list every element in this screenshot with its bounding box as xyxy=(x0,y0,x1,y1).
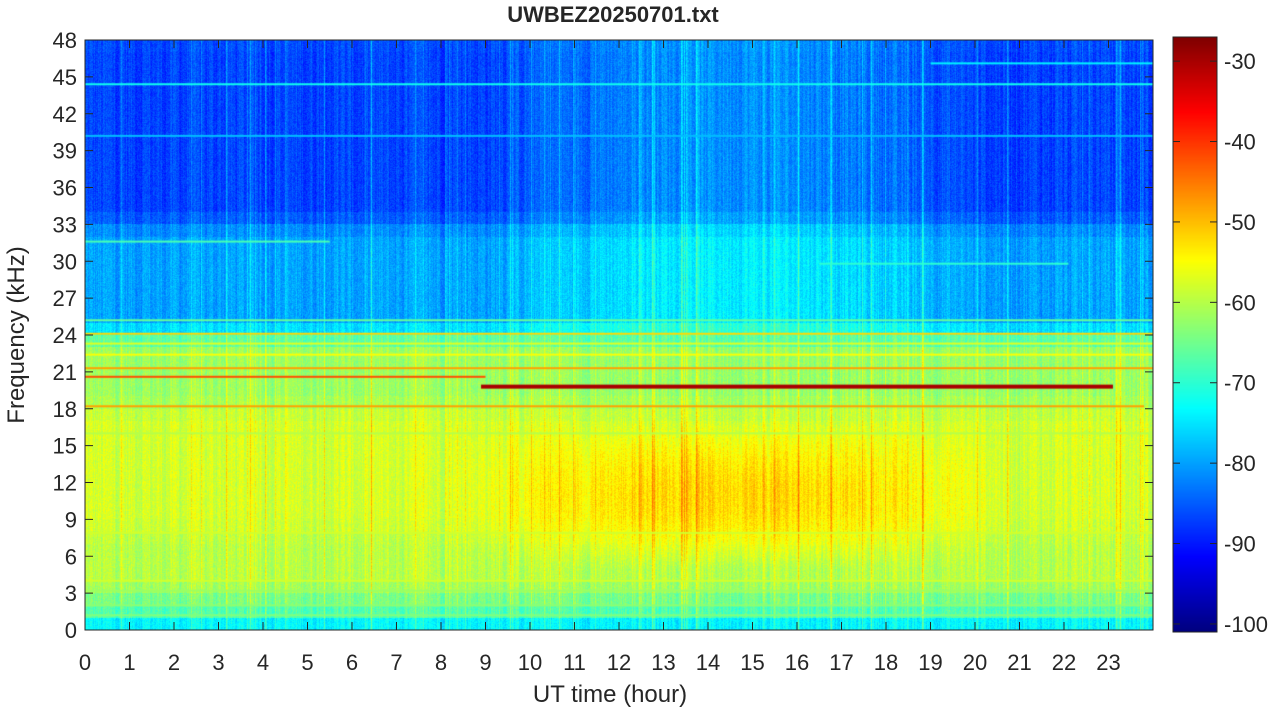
y-tick-label: 6 xyxy=(65,544,77,569)
x-tick-label: 8 xyxy=(435,650,447,675)
x-tick-label: 2 xyxy=(168,650,180,675)
colorbar-tick-label: -60 xyxy=(1224,290,1256,315)
y-tick-label: 27 xyxy=(53,286,77,311)
colorbar-tick-label: -50 xyxy=(1224,210,1256,235)
x-tick-label: 15 xyxy=(740,650,764,675)
colorbar: -100 -90 -80 -70 -60 -50 -40 -30 xyxy=(1172,36,1268,637)
x-tick-label: 19 xyxy=(918,650,942,675)
colorbar-tick-label: -70 xyxy=(1224,371,1256,396)
x-tick-label: 4 xyxy=(257,650,269,675)
y-tick-label: 42 xyxy=(53,102,77,127)
colorbar-tick-label: -100 xyxy=(1224,612,1268,637)
y-tick-label: 48 xyxy=(53,28,77,53)
y-tick-label: 9 xyxy=(65,507,77,532)
x-tick-label: 7 xyxy=(390,650,402,675)
x-tick-label: 11 xyxy=(563,650,586,675)
x-axis-label: UT time (hour) xyxy=(533,681,687,708)
x-tick-label: 5 xyxy=(301,650,313,675)
y-tick-label: 15 xyxy=(53,434,77,459)
x-tick-label: 14 xyxy=(696,650,720,675)
x-tick-label: 17 xyxy=(829,650,853,675)
colorbar-frame xyxy=(1172,36,1218,633)
x-tick-label: 20 xyxy=(963,650,987,675)
x-tick-label: 23 xyxy=(1096,650,1120,675)
x-axis-ticks: 0 1 2 3 4 5 6 7 8 9 10 11 12 13 14 15 16 17 18 19 20 21 22 23 xyxy=(79,40,1121,675)
colorbar-tick-label: -90 xyxy=(1224,532,1256,557)
x-tick-label: 13 xyxy=(651,650,675,675)
colorbar-tick-label: -80 xyxy=(1224,451,1256,476)
y-tick-label: 3 xyxy=(65,581,77,606)
x-tick-label: 0 xyxy=(79,650,91,675)
colorbar-ticks: -100 -90 -80 -70 -60 -50 -40 -30 xyxy=(1173,49,1268,637)
x-tick-label: 1 xyxy=(123,650,135,675)
x-tick-label: 22 xyxy=(1052,650,1076,675)
y-tick-label: 33 xyxy=(53,212,77,237)
y-tick-label: 0 xyxy=(65,618,77,643)
y-tick-label: 30 xyxy=(53,249,77,274)
x-tick-label: 21 xyxy=(1007,650,1031,675)
chart-title: UWBEZ20250701.txt xyxy=(507,2,719,27)
x-tick-label: 3 xyxy=(212,650,224,675)
colorbar-gradient xyxy=(1173,37,1217,632)
colorbar-tick-label: -40 xyxy=(1224,130,1256,155)
y-tick-label: 12 xyxy=(53,471,77,496)
x-tick-label: 9 xyxy=(479,650,491,675)
plot-area xyxy=(84,39,1154,631)
x-tick-label: 6 xyxy=(346,650,358,675)
y-tick-label: 39 xyxy=(53,139,77,164)
y-tick-label: 18 xyxy=(53,397,77,422)
x-tick-label: 12 xyxy=(607,650,631,675)
colorbar-tick-label: -30 xyxy=(1224,49,1256,74)
x-tick-label: 10 xyxy=(518,650,542,675)
y-tick-label: 36 xyxy=(53,176,77,201)
y-axis-label: Frequency (kHz) xyxy=(3,246,30,423)
y-tick-label: 21 xyxy=(53,360,77,385)
x-tick-label: 16 xyxy=(785,650,809,675)
y-tick-label: 24 xyxy=(53,323,77,348)
x-tick-label: 18 xyxy=(874,650,898,675)
y-tick-label: 45 xyxy=(53,65,77,90)
heatmap-image xyxy=(85,40,1153,630)
